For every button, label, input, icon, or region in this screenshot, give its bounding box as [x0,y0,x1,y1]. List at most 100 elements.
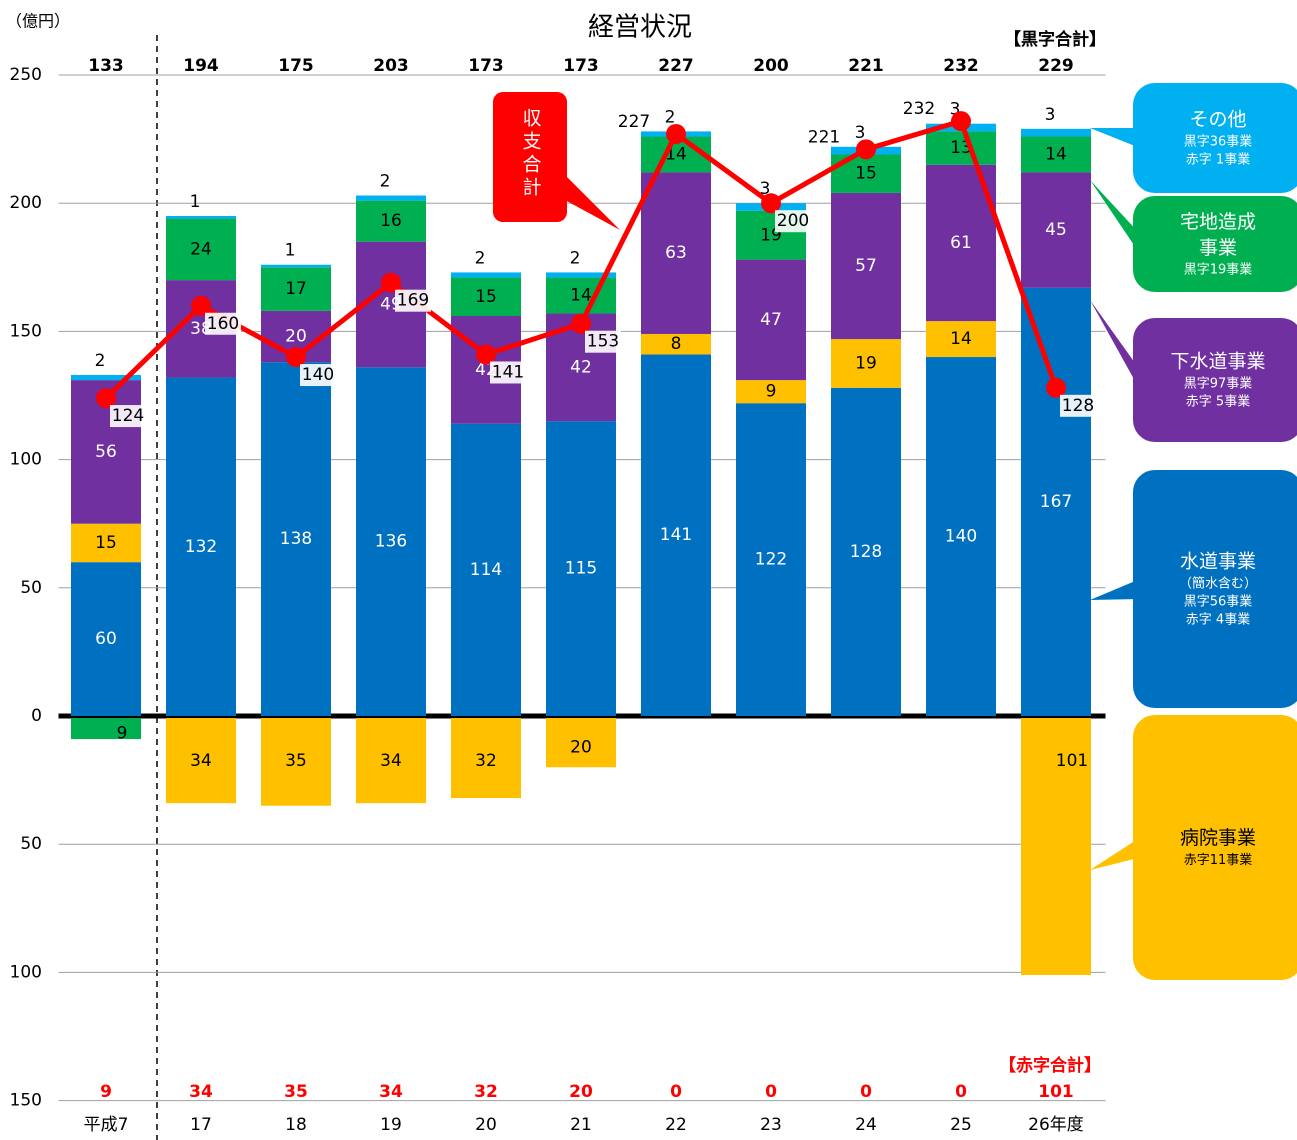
surplus-total: 227 [658,56,694,76]
bar-segment [71,562,141,716]
bar-value-label-negative: 9 [117,724,128,744]
x-tick-label: 24 [855,1115,877,1135]
legend-box [1133,715,1297,980]
bar-value-label: 128 [850,542,882,562]
bar-value-label: 45 [1045,220,1067,240]
bar-segment [736,380,806,404]
net-label: 160 [207,314,239,334]
bar-value-label: 115 [565,559,597,579]
net-label-bg [110,405,146,428]
legend-note: （簡水含む） [1179,576,1257,592]
bar-value-label: 17 [285,279,307,299]
net-callout-pointer [560,170,620,230]
bar-segment [831,387,901,716]
net-label: 128 [1062,396,1094,416]
bar-segment [926,131,996,165]
bar-value-label: 114 [470,560,502,580]
legend-name: 宅地造成事業 [1180,211,1256,259]
x-tick-label: 平成7 [84,1115,129,1135]
bar-segment [1021,128,1091,137]
net-marker [666,123,686,144]
bar-segment [356,367,426,716]
legend-note: 黒字97事業 [1184,376,1253,392]
y-tick-label: 50 [20,578,42,598]
y-tick-label: 200 [10,193,42,213]
bar-segment [546,272,616,278]
surplus-total: 200 [753,56,789,76]
net-marker [1046,377,1066,398]
bar-value-label: 15 [855,164,877,184]
unit-label: （億円） [6,12,70,31]
bar-value-label-negative: 20 [570,738,592,758]
deficit-total: 9 [100,1082,112,1102]
bar-segment [831,192,901,340]
bar-value-label-negative: 32 [475,751,497,771]
bar-value-label: 42 [570,357,592,377]
deficit-total: 0 [860,1082,872,1102]
x-tick-label: 19 [380,1115,402,1135]
bar-segment-negative [546,718,616,768]
bar-segment [356,200,426,242]
bar-value-label: 1 [190,192,201,212]
bar-value-label: 15 [95,533,117,553]
x-tick-label: 21 [570,1115,592,1135]
bar-segment [261,362,331,716]
net-label: 153 [587,332,619,352]
net-label-bg [1060,394,1096,417]
bar-value-label: 3 [760,179,771,199]
surplus-total: 173 [468,56,504,76]
bar-segment-negative [261,718,331,806]
legend-note: 黒字36事業 [1184,134,1253,150]
legend-note: 赤字 1事業 [1186,152,1250,168]
x-tick-label: 17 [190,1115,212,1135]
y-tick-label: 100 [10,450,42,470]
bar-segment [261,267,331,311]
x-tick-label: 20 [475,1115,497,1135]
bar-value-label-negative: 34 [380,751,402,771]
bar-value-label-negative: 101 [1056,751,1088,771]
deficit-total: 0 [955,1082,967,1102]
bar-segment [926,357,996,716]
bar-segment [166,216,236,219]
legend-note: 赤字11事業 [1184,852,1253,868]
net-marker [191,295,211,316]
legend-box [1133,470,1297,708]
surplus-total: 203 [373,56,409,76]
bar-value-label: 47 [760,310,782,330]
legend-box [1133,196,1297,292]
bar-segment [1021,136,1091,173]
bar-segment [641,333,711,355]
bar-segment [356,195,426,201]
bar-value-label: 140 [945,527,977,547]
bar-segment [546,421,616,716]
x-tick-label: 23 [760,1115,782,1135]
x-tick-label: 25 [950,1115,972,1135]
surplus-total: 175 [278,56,314,76]
y-tick-label: 100 [10,962,42,982]
bar-value-label: 2 [475,248,486,268]
bar-value-label: 60 [95,629,117,649]
bar-segment [166,377,236,716]
net-label: 141 [492,362,524,382]
bar-value-label: 20 [285,327,307,347]
legend-name-line: 宅地造成 [1180,211,1256,233]
bar-segment [71,374,141,381]
legend-name: 水道事業 [1180,551,1256,573]
legend-name: 下水道事業 [1170,351,1265,373]
bar-value-label: 16 [380,211,402,231]
bar-segment [261,264,331,268]
net-marker [96,388,116,409]
net-label: 124 [112,406,144,426]
net-marker [761,193,781,214]
net-marker [951,111,971,132]
y-tick-label: 150 [10,321,42,341]
net-label-bg [490,361,526,384]
deficit-total-label: 【赤字合計】 [999,1055,1101,1076]
bar-segment [546,277,616,314]
bar-value-label: 57 [855,256,877,276]
chart-title: 経営状況 [588,13,692,43]
bar-value-label-negative: 35 [285,751,307,771]
bar-segment-negative [356,718,426,804]
bar-segment [736,403,806,716]
net-callout [493,92,567,222]
